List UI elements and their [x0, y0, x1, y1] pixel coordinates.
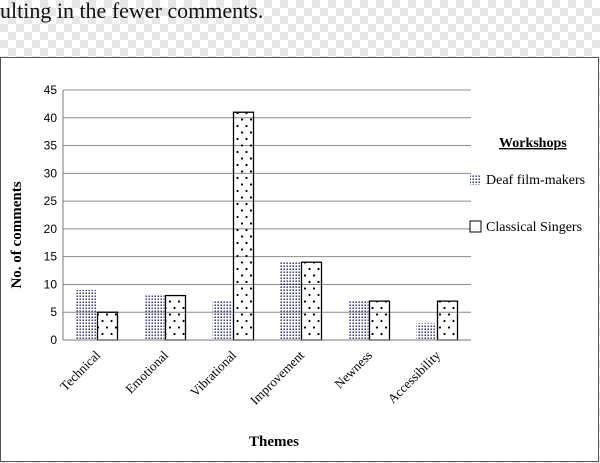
grid-lines: [63, 89, 471, 313]
legend-title: Workshops: [499, 136, 567, 151]
bar-deaf-film-makers-improvement: [280, 262, 301, 340]
y-tick-label: 15: [44, 250, 58, 264]
y-tick-label: 20: [44, 222, 58, 236]
legend-label-classical-singers: Classical Singers: [486, 220, 582, 235]
caption-text: ulting in the fewer comments.: [0, 0, 264, 23]
bar-deaf-film-makers-newness: [348, 301, 369, 340]
x-tick-label-newness: Newness: [331, 348, 375, 392]
x-tick-labels: Technical Emotional Vibrational Improvement…: [57, 347, 444, 407]
y-tick-label: 35: [44, 139, 58, 153]
legend-label-deaf-film-makers: Deaf film-makers: [486, 173, 585, 188]
y-tick-label: 40: [44, 111, 58, 125]
y-axis-label: No. of comments: [9, 181, 25, 288]
x-tick-label-technical: Technical: [57, 347, 103, 393]
bar-classical-singers-newness: [368, 300, 391, 341]
bar-classical-singers-emotional: [164, 294, 187, 341]
y-tick-label: 30: [44, 166, 58, 180]
bar-classical-singers-vibrational: [232, 111, 255, 341]
y-tick-labels: 0 5 10 15 20 25 30 35 40 45: [44, 83, 58, 347]
y-tick-label: 10: [44, 277, 58, 291]
legend: Workshops Deaf film-makers Classical Sin…: [469, 136, 585, 235]
y-tick-label: 45: [44, 83, 58, 97]
x-tick-label-vibrational: Vibrational: [187, 347, 239, 399]
x-tick-label-improvement: Improvement: [247, 347, 307, 407]
bar-deaf-film-makers-vibrational: [212, 301, 233, 340]
bar-deaf-film-makers-emotional: [144, 295, 165, 340]
y-tick-label: 25: [44, 194, 58, 208]
bar-classical-singers-accessibility: [436, 300, 459, 341]
bars: [76, 111, 459, 341]
x-tick-label-emotional: Emotional: [122, 347, 171, 396]
x-axis-label: Themes: [249, 434, 299, 450]
y-tick-label: 0: [50, 333, 57, 347]
y-tick-label: 5: [50, 305, 57, 319]
x-tick-label-accessibility: Accessibility: [385, 347, 444, 406]
bar-deaf-film-makers-accessibility: [416, 323, 437, 340]
bar-chart: 0 5 10 15 20 25 30 35 40 45 Technical Emotional Vib…: [9, 83, 585, 450]
bar-classical-singers-improvement: [300, 261, 323, 341]
chart-panel: 0 5 10 15 20 25 30 35 40 45 Technical Emotional Vib…: [0, 57, 599, 462]
legend-swatch-classical-singers: [469, 220, 482, 233]
legend-swatch-deaf-film-makers: [470, 174, 481, 185]
bar-deaf-film-makers-technical: [76, 290, 97, 340]
bar-classical-singers-technical: [96, 311, 119, 341]
